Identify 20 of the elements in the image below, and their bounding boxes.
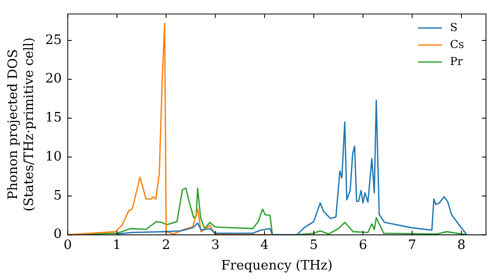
x-tick-label: 1 xyxy=(112,238,122,253)
y-tick-label: 20 xyxy=(45,72,62,87)
x-axis-title: Frequency (THz) xyxy=(221,258,333,274)
x-tick-label: 4 xyxy=(260,238,269,253)
y-tick-label: 5 xyxy=(53,188,62,204)
y-tick-label: 0 xyxy=(53,227,62,242)
y-axis-title: Phonon projected DOS (States/THz·primitive cell) xyxy=(6,37,37,212)
x-tick-label: 7 xyxy=(408,238,416,253)
legend-label: S xyxy=(450,20,458,34)
x-tick-label: 5 xyxy=(310,238,318,253)
x-tick-label: 6 xyxy=(358,238,368,253)
x-tick-label: 2 xyxy=(162,238,170,253)
x-tick-label: 8 xyxy=(457,238,466,253)
x-tick-label: 3 xyxy=(211,238,220,253)
legend-label: Pr xyxy=(450,54,464,68)
y-tick-label: 10 xyxy=(45,149,62,164)
x-tick-label: 0 xyxy=(64,238,72,253)
y-tick-label: 25 xyxy=(45,32,62,48)
y-tick-label: 15 xyxy=(45,110,62,126)
legend-label: Cs xyxy=(450,38,464,51)
